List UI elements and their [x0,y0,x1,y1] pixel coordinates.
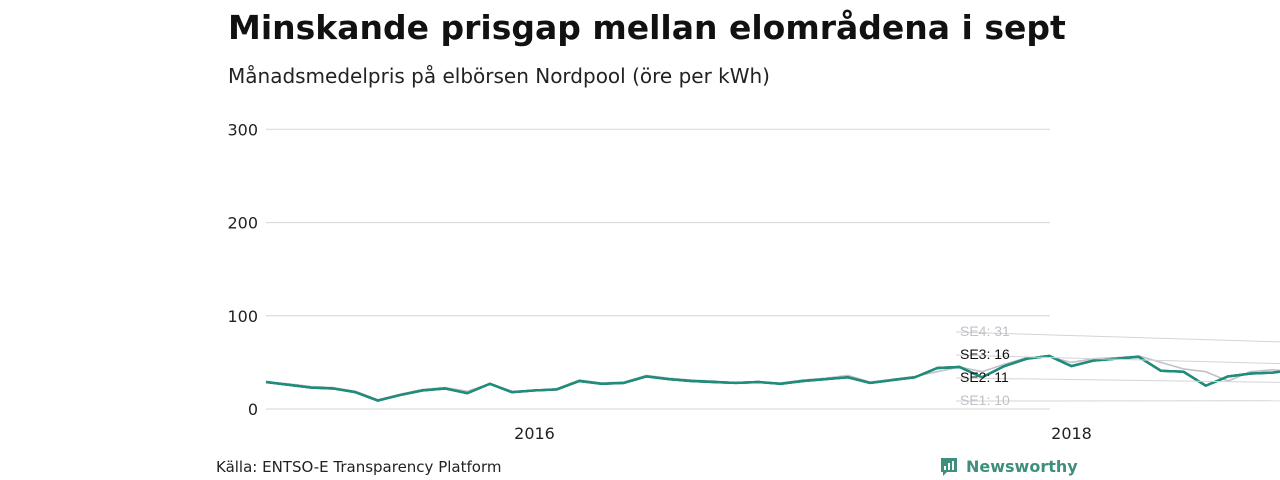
x-axis-ticks: 20162018202020222024 [514,424,1092,443]
series-line-se1 [265,355,1280,402]
newsworthy-logo-icon [941,458,957,476]
y-tick-label: 200 [227,214,258,233]
gridlines [266,128,1050,410]
label-connector-se2 [955,377,1280,383]
label-connector-se3 [955,354,1280,365]
brand-name: Newsworthy [966,456,1078,476]
x-tick-label: 2018 [1051,424,1092,443]
series-end-label-se4: SE4: 31 [960,323,1010,339]
series-end-labels: SE4: 31 SE3: 16 SE2: 11 SE1: 10 [955,323,1280,408]
y-tick-label: 0 [248,400,258,419]
chart-title: Minskande prisgap mellan elområdena i se… [228,8,1066,47]
series-end-label-se2: SE2: 11 [960,369,1009,385]
label-connector-se1 [955,400,1280,402]
y-tick-label: 300 [227,120,258,139]
source-note: Källa: ENTSO-E Transparency Platform [216,458,502,476]
series-end-label-se1: SE1: 10 [960,392,1010,408]
chart-title-container: Minskande prisgap mellan elområdena i se… [228,6,1066,50]
series-line-se2 [265,354,1280,402]
series-end-label-se3: SE3: 16 [960,346,1010,362]
series-lines [265,354,1280,402]
chart-subtitle: Månadsmedelpris på elbörsen Nordpool (ör… [228,64,770,88]
x-tick-label: 2016 [514,424,555,443]
brand[interactable]: Newsworthy [938,455,1078,477]
y-tick-label: 100 [227,307,258,326]
label-connector-se4 [955,331,1280,343]
series-line-se3 [265,354,1280,402]
y-axis-ticks: 0 100 200 300 [227,120,258,419]
